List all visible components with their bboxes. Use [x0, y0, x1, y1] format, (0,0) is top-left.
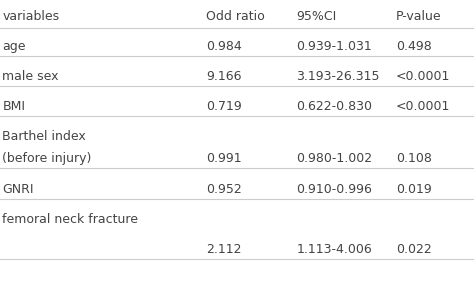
Text: 0.984: 0.984 [206, 40, 242, 53]
Text: BMI: BMI [2, 100, 26, 113]
Text: <0.0001: <0.0001 [396, 100, 450, 113]
Text: Barthel index: Barthel index [2, 130, 86, 143]
Text: <0.0001: <0.0001 [396, 70, 450, 83]
Text: 0.622-0.830: 0.622-0.830 [296, 100, 372, 113]
Text: Odd ratio: Odd ratio [206, 10, 265, 23]
Text: GNRI: GNRI [2, 183, 34, 196]
Text: 0.910-0.996: 0.910-0.996 [296, 183, 372, 196]
Text: 9.166: 9.166 [206, 70, 242, 83]
Text: 0.980-1.002: 0.980-1.002 [296, 152, 373, 165]
Text: 2.112: 2.112 [206, 243, 242, 256]
Text: 1.113-4.006: 1.113-4.006 [296, 243, 372, 256]
Text: age: age [2, 40, 26, 53]
Text: (before injury): (before injury) [2, 152, 92, 165]
Text: 0.498: 0.498 [396, 40, 431, 53]
Text: 0.991: 0.991 [206, 152, 242, 165]
Text: 95%CI: 95%CI [296, 10, 337, 23]
Text: 0.108: 0.108 [396, 152, 432, 165]
Text: 0.022: 0.022 [396, 243, 431, 256]
Text: male sex: male sex [2, 70, 59, 83]
Text: 0.939-1.031: 0.939-1.031 [296, 40, 372, 53]
Text: 0.952: 0.952 [206, 183, 242, 196]
Text: P-value: P-value [396, 10, 441, 23]
Text: 0.019: 0.019 [396, 183, 431, 196]
Text: 3.193-26.315: 3.193-26.315 [296, 70, 380, 83]
Text: femoral neck fracture: femoral neck fracture [2, 213, 138, 226]
Text: variables: variables [2, 10, 60, 23]
Text: 0.719: 0.719 [206, 100, 242, 113]
